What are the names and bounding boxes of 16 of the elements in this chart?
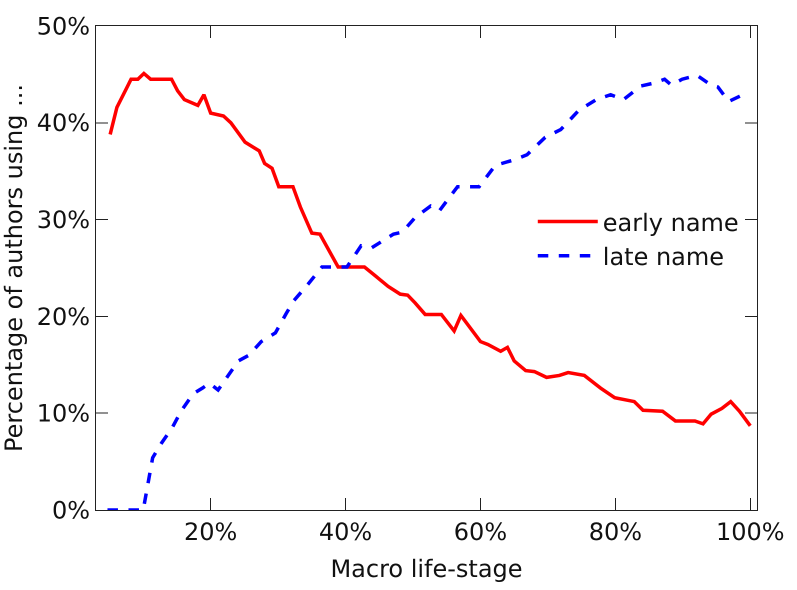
y-tick-label: 30% <box>36 206 90 234</box>
x-tick-label: 60% <box>454 518 508 546</box>
y-tick-label: 20% <box>36 302 90 331</box>
y-tick-label: 50% <box>36 12 90 40</box>
x-axis-title: Macro life-stage <box>330 555 523 584</box>
x-tick-label: 80% <box>588 518 642 546</box>
x-tick-label: 100% <box>716 518 785 546</box>
y-tick-label: 40% <box>36 109 90 138</box>
line-series <box>108 72 752 428</box>
legend-label: early name <box>602 208 739 237</box>
y-axis-title: Percentage of authors using ... <box>0 84 28 452</box>
y-tick-label: 0% <box>52 496 90 524</box>
legend-label: late name <box>602 243 724 272</box>
x-tick-label: 40% <box>318 518 372 546</box>
x-tick-label: 20% <box>184 518 238 546</box>
y-tick-label: 10% <box>36 400 90 428</box>
